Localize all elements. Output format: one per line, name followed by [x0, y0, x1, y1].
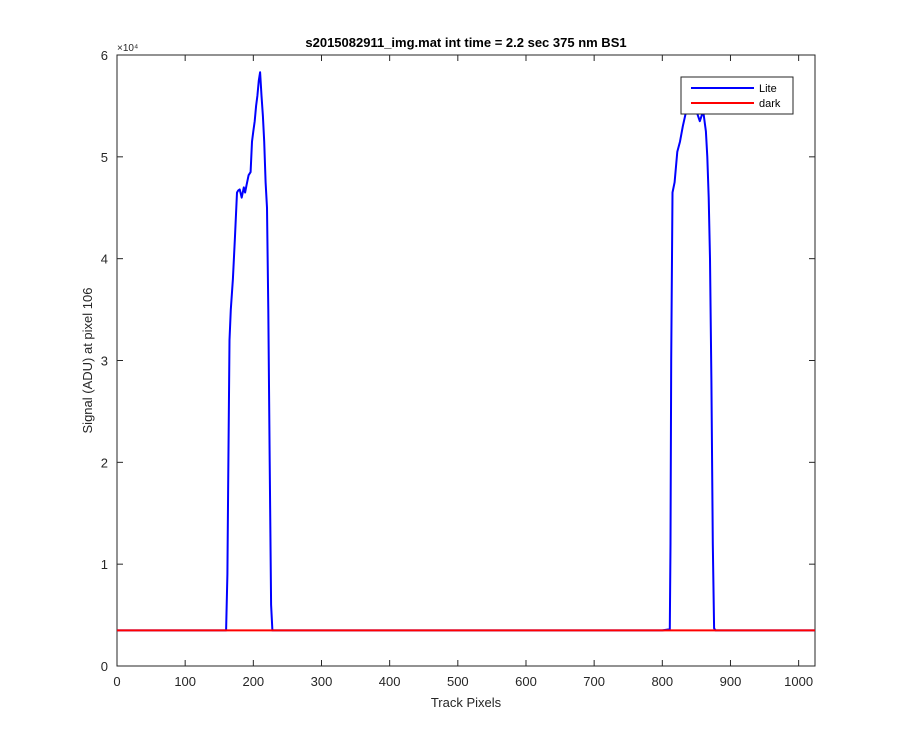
x-tick-label: 400 [379, 674, 401, 689]
y-tick-label: 5 [101, 150, 108, 165]
x-tick-label: 900 [720, 674, 742, 689]
y-tick-label: 2 [101, 455, 108, 470]
x-tick-label: 0 [113, 674, 120, 689]
y-tick-label: 3 [101, 354, 108, 369]
x-tick-label: 200 [242, 674, 264, 689]
x-tick-label: 500 [447, 674, 469, 689]
x-tick-label: 100 [174, 674, 196, 689]
y-tick-label: 6 [101, 48, 108, 63]
x-tick-label: 300 [311, 674, 333, 689]
x-axis-label: Track Pixels [431, 695, 502, 710]
x-tick-label: 1000 [784, 674, 813, 689]
legend-box [680, 76, 794, 115]
x-tick-label: 600 [515, 674, 537, 689]
legend-label-dark: dark [759, 98, 781, 110]
x-tick-label: 700 [583, 674, 605, 689]
axis-ticks: 0 100 200 300 400 500 600 700 800 900 1000 0 1 2 3 4 5 6 [101, 48, 815, 689]
y-tick-label: 1 [101, 557, 108, 572]
chart-title: s2015082911_img.mat int time = 2.2 sec 3… [305, 35, 626, 50]
legend: Lite dark [680, 76, 794, 115]
y-tick-label: 4 [101, 252, 108, 267]
plot-area [116, 54, 816, 667]
y-axis-label: Signal (ADU) at pixel 106 [80, 288, 95, 434]
x-tick-label: 800 [651, 674, 673, 689]
legend-label-lite: Lite [759, 83, 777, 95]
y-axis-exponent-label: ×10⁴ [117, 43, 138, 54]
y-tick-label: 0 [101, 659, 108, 674]
